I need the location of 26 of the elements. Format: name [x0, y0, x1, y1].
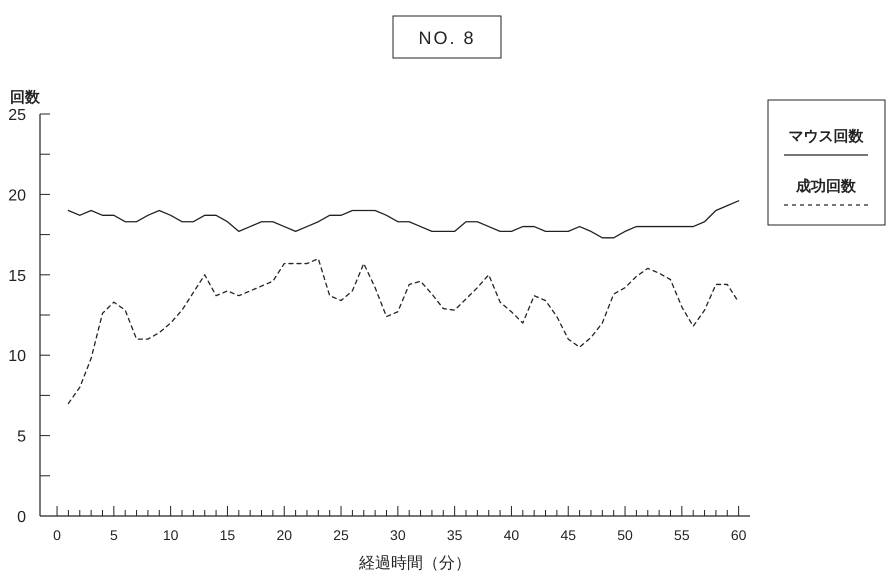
x-axis-title: 経過時間（分） [358, 554, 471, 572]
x-tick-label: 25 [333, 527, 350, 543]
x-tick-label: 30 [390, 527, 406, 543]
y-axis-title: 回数 [10, 89, 41, 106]
line-series [68, 258, 740, 404]
chart-title: NO. 8 [418, 28, 476, 48]
x-tick-label: 15 [220, 527, 236, 543]
x-tick-label: 40 [504, 527, 520, 543]
y-tick-label: 15 [8, 268, 26, 285]
x-tick-label: 5 [110, 527, 118, 543]
x-tick-label: 20 [276, 527, 292, 543]
x-tick-label: 10 [162, 527, 179, 543]
y-tick-label: 25 [8, 107, 26, 124]
x-tick-label: 60 [730, 527, 747, 543]
y-tick-label: 0 [17, 509, 26, 526]
y-tick-label: 5 [17, 428, 26, 446]
y-tick-label: 10 [8, 348, 26, 366]
line-series [68, 200, 740, 238]
text: 成功回数 [795, 178, 857, 195]
x-tick-label: 35 [446, 527, 463, 543]
x-tick-label: 0 [53, 527, 62, 543]
text: マウス回数 [788, 128, 864, 145]
x-tick-label: 45 [560, 527, 576, 543]
x-tick-label: 55 [674, 527, 690, 543]
x-tick-label: 50 [617, 527, 634, 543]
y-tick-label: 20 [8, 187, 26, 204]
